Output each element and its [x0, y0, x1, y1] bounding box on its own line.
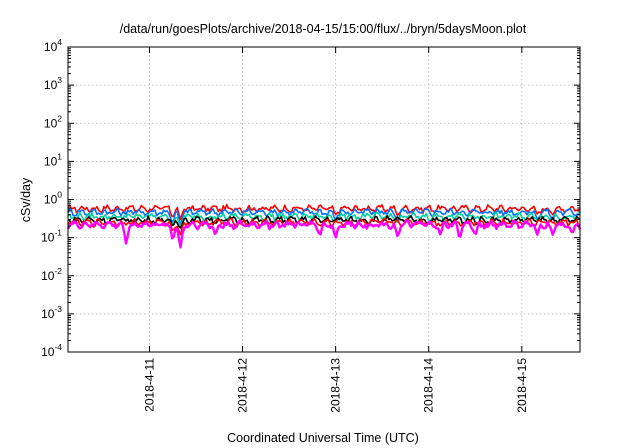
y-tick-label: 10-2 — [41, 266, 62, 283]
x-tick-label: 2018-4-14 — [422, 358, 436, 413]
series-line — [67, 211, 581, 227]
x-tick-label: 2018-4-15 — [515, 358, 529, 413]
y-tick-label: 10-3 — [41, 304, 62, 321]
y-tick-label: 100 — [44, 190, 62, 207]
x-tick-label: 2018-4-11 — [142, 358, 156, 412]
y-tick-label: 104 — [44, 37, 62, 54]
y-tick-label: 101 — [44, 151, 62, 168]
chart-title: /data/run/goesPlots/archive/2018-04-15/1… — [120, 22, 527, 36]
y-tick-label: 103 — [44, 75, 62, 92]
x-axis: 2018-4-11 2018-4-12 2018-4-13 2018-4-14 2018… — [142, 47, 529, 413]
y-axis-label: cSv/day — [19, 177, 33, 222]
grid — [68, 47, 580, 352]
series-line — [67, 207, 581, 226]
x-tick-label: 2018-4-13 — [329, 358, 343, 413]
x-axis-label: Coordinated Universal Time (UTC) — [227, 431, 419, 445]
series-group — [66, 203, 582, 249]
series-line — [66, 219, 582, 249]
y-tick-label: 102 — [44, 113, 62, 130]
y-tick-label: 10-1 — [41, 228, 62, 245]
y-axis: 104 103 102 101 100 10-1 10-2 10-3 10-4 — [41, 37, 580, 359]
x-tick-label: 2018-4-12 — [236, 358, 250, 413]
y-tick-label: 10-4 — [41, 342, 62, 359]
